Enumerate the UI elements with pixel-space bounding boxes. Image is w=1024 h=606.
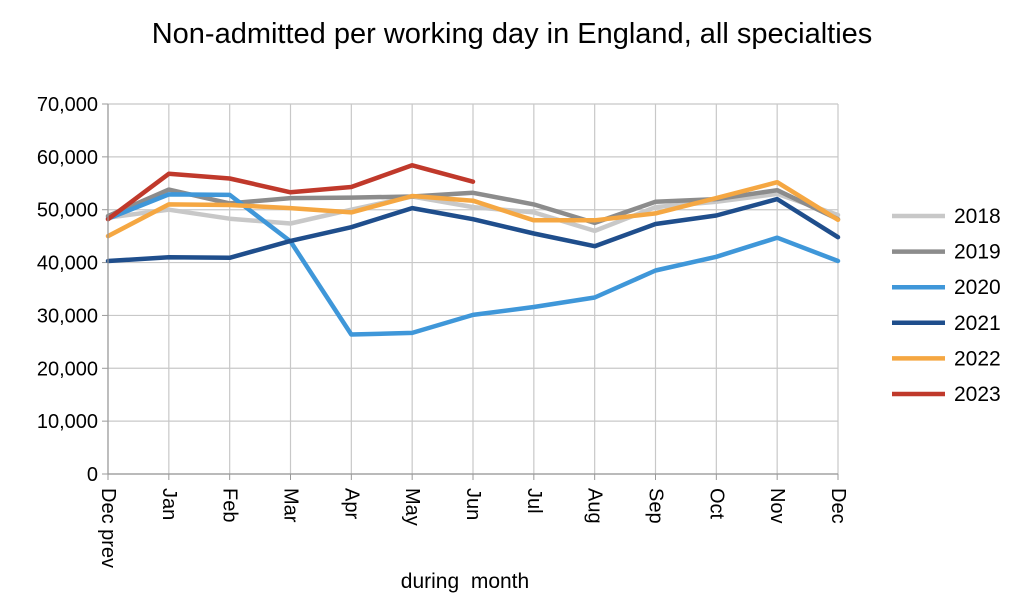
legend-label-2021: 2021	[954, 312, 1001, 335]
axes	[107, 104, 838, 475]
legend-label-2018: 2018	[954, 205, 1001, 228]
series-line-2022	[105, 179, 841, 239]
x-tick-label: Apr	[340, 488, 362, 519]
x-tick-label: Dec prev	[97, 488, 119, 568]
x-tick-label: May	[401, 488, 423, 526]
x-tick-label: Jul	[523, 488, 545, 514]
y-tick-label: 60,000	[37, 147, 98, 169]
y-tick-label: 40,000	[37, 253, 98, 275]
x-tick-label: Dec	[827, 488, 849, 524]
x-tick-label: Oct	[705, 488, 727, 520]
y-tick-label: 10,000	[37, 411, 98, 433]
x-axis-title: during month	[401, 570, 529, 593]
x-tick-label: Mar	[280, 488, 302, 523]
series-line-2021	[105, 196, 841, 264]
legend-label-2023: 2023	[954, 383, 1001, 406]
y-tick-label: 0	[87, 464, 98, 486]
x-tick-label: Feb	[219, 488, 241, 522]
chart-title: Non-admitted per working day in England,…	[151, 18, 873, 50]
legend-label-2019: 2019	[954, 241, 1001, 264]
y-tick-label: 20,000	[37, 358, 98, 380]
x-axis-tick-labels: Dec prev Jan Feb Mar Apr May Jun Jul Aug Sep Oct No…	[97, 488, 849, 568]
y-axis-tick-labels: 0 10,000 20,000 30,000 40,000 50,000 60,000 70,…	[37, 94, 98, 486]
x-tick-label: Nov	[766, 488, 788, 524]
series-line-2018	[105, 191, 841, 234]
x-tick-label: Sep	[645, 488, 667, 524]
series-line-2023	[105, 163, 476, 222]
y-tick-label: 30,000	[37, 305, 98, 327]
x-tick-label: Jan	[158, 488, 180, 520]
x-tick-label: Jun	[462, 488, 484, 520]
legend-label-2022: 2022	[954, 347, 1001, 370]
y-tick-label: 70,000	[37, 94, 98, 116]
series-line-2020	[105, 192, 841, 337]
y-tick-label: 50,000	[37, 200, 98, 222]
x-tick-label: Aug	[584, 488, 606, 524]
series-lines	[105, 163, 841, 337]
legend: 2018 2019 2020 2021 2022 2023	[892, 205, 1001, 406]
legend-label-2020: 2020	[954, 276, 1001, 299]
